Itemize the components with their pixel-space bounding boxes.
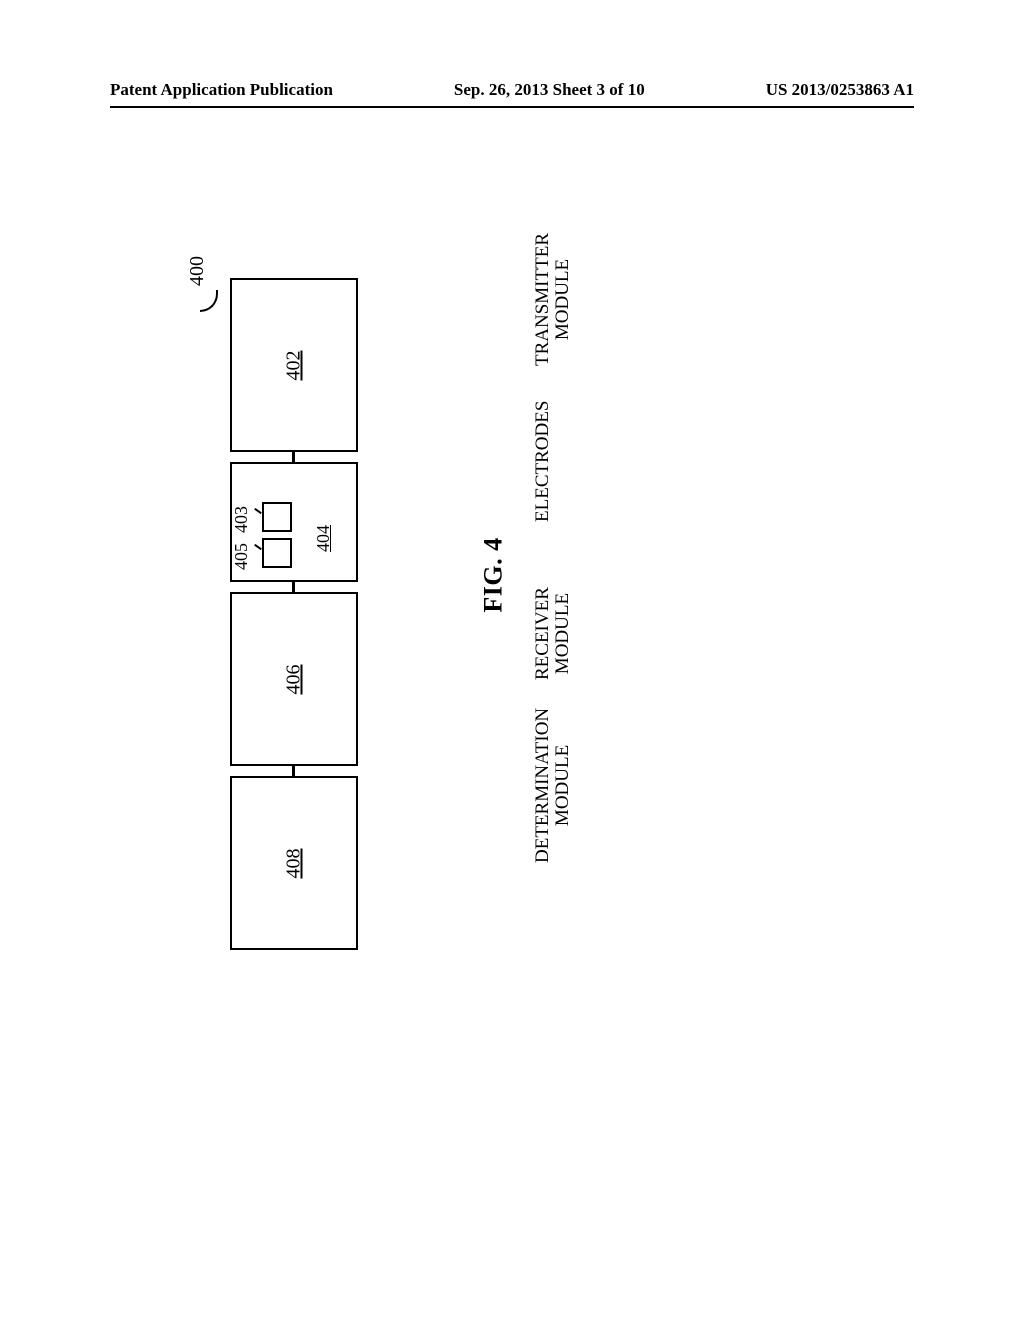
- figure-label: FIG. 4: [479, 537, 509, 612]
- ref-400-leader: [200, 290, 218, 312]
- page-header: Patent Application Publication Sep. 26, …: [110, 80, 914, 100]
- block-transmitter: 402: [230, 278, 358, 452]
- ref-405: 405: [231, 543, 252, 570]
- label-receiver: RECEIVER MODULE: [533, 587, 573, 680]
- label-electrodes-l1: ELECTRODES: [533, 401, 553, 522]
- label-determination-l2: MODULE: [553, 708, 573, 863]
- block-receiver: 406: [230, 592, 358, 766]
- header-center: Sep. 26, 2013 Sheet 3 of 10: [454, 80, 645, 100]
- inner-box-403: [262, 502, 292, 532]
- inner-box-405: [262, 538, 292, 568]
- block-diagram: 400 402 TRANSMITTER MODULE 403 405 404 E…: [170, 270, 690, 850]
- header-rule: [110, 106, 914, 108]
- label-receiver-l2: MODULE: [553, 587, 573, 680]
- page: Patent Application Publication Sep. 26, …: [0, 0, 1024, 1320]
- label-determination: DETERMINATION MODULE: [533, 708, 573, 863]
- leader-403: [254, 508, 262, 514]
- ref-408: 408: [283, 848, 306, 878]
- connector-3: [292, 766, 295, 776]
- ref-402: 402: [283, 350, 306, 380]
- block-electrodes: 403 405 404: [230, 462, 358, 582]
- connector-1: [292, 452, 295, 462]
- connector-2: [292, 582, 295, 592]
- block-determination: 408: [230, 776, 358, 950]
- ref-400: 400: [186, 256, 209, 286]
- label-transmitter-l2: MODULE: [553, 233, 573, 366]
- header-left: Patent Application Publication: [110, 80, 333, 100]
- ref-404: 404: [313, 525, 334, 552]
- ref-403: 403: [231, 506, 252, 533]
- label-determination-l1: DETERMINATION: [533, 708, 553, 863]
- label-transmitter-l1: TRANSMITTER: [533, 233, 553, 366]
- header-right: US 2013/0253863 A1: [766, 80, 914, 100]
- label-transmitter: TRANSMITTER MODULE: [533, 233, 573, 366]
- ref-406: 406: [283, 664, 306, 694]
- leader-405: [254, 544, 262, 550]
- label-receiver-l1: RECEIVER: [533, 587, 553, 680]
- label-electrodes: ELECTRODES: [533, 401, 553, 522]
